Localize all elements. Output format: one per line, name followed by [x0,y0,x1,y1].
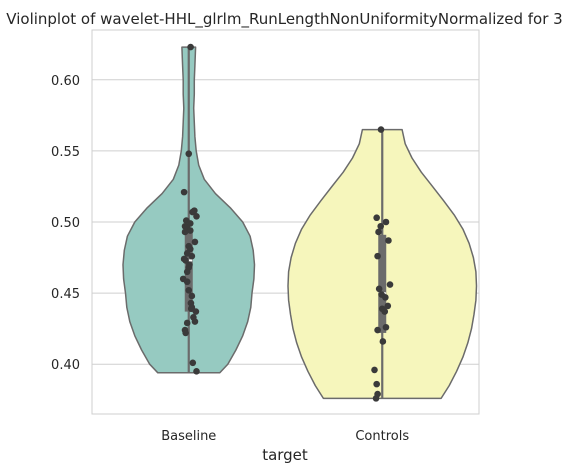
data-point [373,214,380,222]
data-point [189,359,197,367]
data-point [382,218,390,226]
data-point [180,188,188,196]
data-point [188,252,196,260]
x-tick-labels: Baseline Controls [161,429,409,444]
data-point [183,319,191,327]
data-point [181,228,189,236]
data-point [185,286,193,294]
data-point [188,292,196,300]
y-tick-labels: 0.40 0.45 0.50 0.55 0.60 [51,74,80,373]
data-point [183,278,191,286]
x-tick-label: Controls [355,429,409,444]
data-point [182,329,189,337]
data-point [193,368,200,375]
iqr-box [378,234,387,333]
data-point [374,252,381,260]
data-point [187,227,194,234]
x-axis-label: target [262,446,308,464]
data-point [377,126,385,133]
data-point [189,208,196,216]
strip-points [179,43,394,402]
data-point [371,366,378,374]
data-point [386,281,394,288]
data-point [379,338,387,345]
y-tick-label: 0.40 [51,358,80,373]
data-point [182,257,189,264]
y-tick-label: 0.45 [51,287,80,302]
y-tick-label: 0.55 [51,145,80,160]
data-point [381,308,389,315]
data-point [385,237,392,244]
data-point [192,308,200,315]
data-point [382,323,390,331]
data-point [373,380,380,388]
violins [122,46,478,400]
data-point [375,285,383,293]
data-point [193,213,200,220]
data-point [183,268,191,276]
data-point [375,228,382,236]
y-tick-label: 0.50 [51,216,80,231]
data-point [187,43,194,51]
data-point [191,238,199,246]
data-point [191,318,199,325]
data-point [372,395,380,402]
data-point [382,294,389,301]
data-point [185,150,193,158]
data-point [384,302,392,310]
data-point [377,222,385,230]
data-point [374,326,381,334]
chart-title: Violinplot of wavelet-HHL_glrlm_RunLengt… [6,10,562,29]
x-tick-label: Baseline [161,429,216,444]
y-tick-label: 0.60 [51,74,80,89]
